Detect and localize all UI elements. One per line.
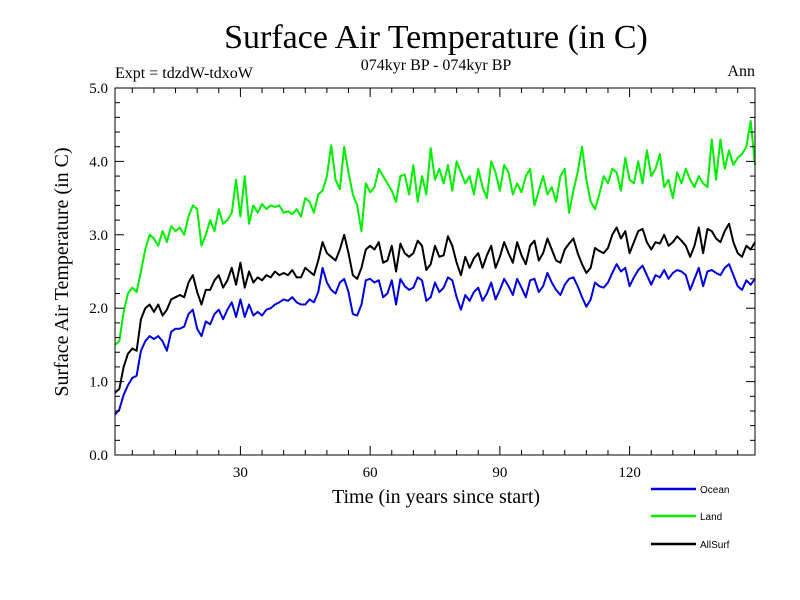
- legend-label-ocean: Ocean: [700, 485, 729, 496]
- y-tick-label-0.0: 0.0: [89, 448, 108, 464]
- plot-area: [114, 120, 756, 416]
- x-tick-label-60: 60: [363, 465, 378, 481]
- series-line-allsurf: [114, 222, 756, 394]
- chart-subtitle: 074kyr BP - 074kyr BP: [361, 57, 512, 74]
- y-tick-label-4.0: 4.0: [89, 154, 108, 170]
- x-axis-label: Time (in years since start): [332, 486, 540, 508]
- axes: 30 60 90 120 0.0 1.0 2.0 3.0 4.0 5.0: [89, 81, 755, 481]
- y-tick-label-3.0: 3.0: [89, 228, 108, 244]
- y-tick-label-5.0: 5.0: [89, 81, 108, 97]
- season-label: Ann: [727, 63, 755, 80]
- x-tick-label-120: 120: [618, 465, 641, 481]
- series-line-land: [114, 120, 756, 346]
- chart-title: Surface Air Temperature (in C): [224, 19, 648, 56]
- legend-label-land: Land: [700, 512, 722, 523]
- y-tick-label-2.0: 2.0: [89, 301, 108, 317]
- x-tick-label-90: 90: [492, 465, 507, 481]
- legend-label-allsurf: AllSurf: [700, 540, 730, 551]
- x-tick-label-30: 30: [233, 465, 248, 481]
- y-tick-label-1.0: 1.0: [89, 375, 108, 391]
- legend: Ocean Land AllSurf: [651, 485, 730, 551]
- series-line-ocean: [114, 263, 756, 416]
- y-axis-label: Surface Air Temperature (in C): [51, 147, 73, 396]
- plot-frame: [114, 87, 756, 456]
- expt-label: Expt = tdzdW-tdxoW: [115, 65, 254, 82]
